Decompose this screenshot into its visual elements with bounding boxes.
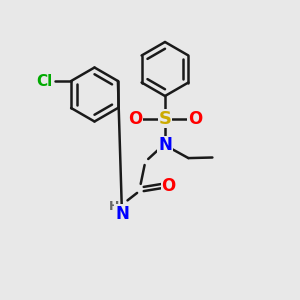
Text: N: N: [158, 136, 172, 154]
Text: O: O: [188, 110, 202, 128]
Text: O: O: [128, 110, 142, 128]
Text: O: O: [161, 177, 176, 195]
Text: S: S: [158, 110, 172, 128]
Text: Cl: Cl: [36, 74, 52, 88]
Text: N: N: [115, 205, 129, 223]
Text: H: H: [109, 200, 119, 213]
